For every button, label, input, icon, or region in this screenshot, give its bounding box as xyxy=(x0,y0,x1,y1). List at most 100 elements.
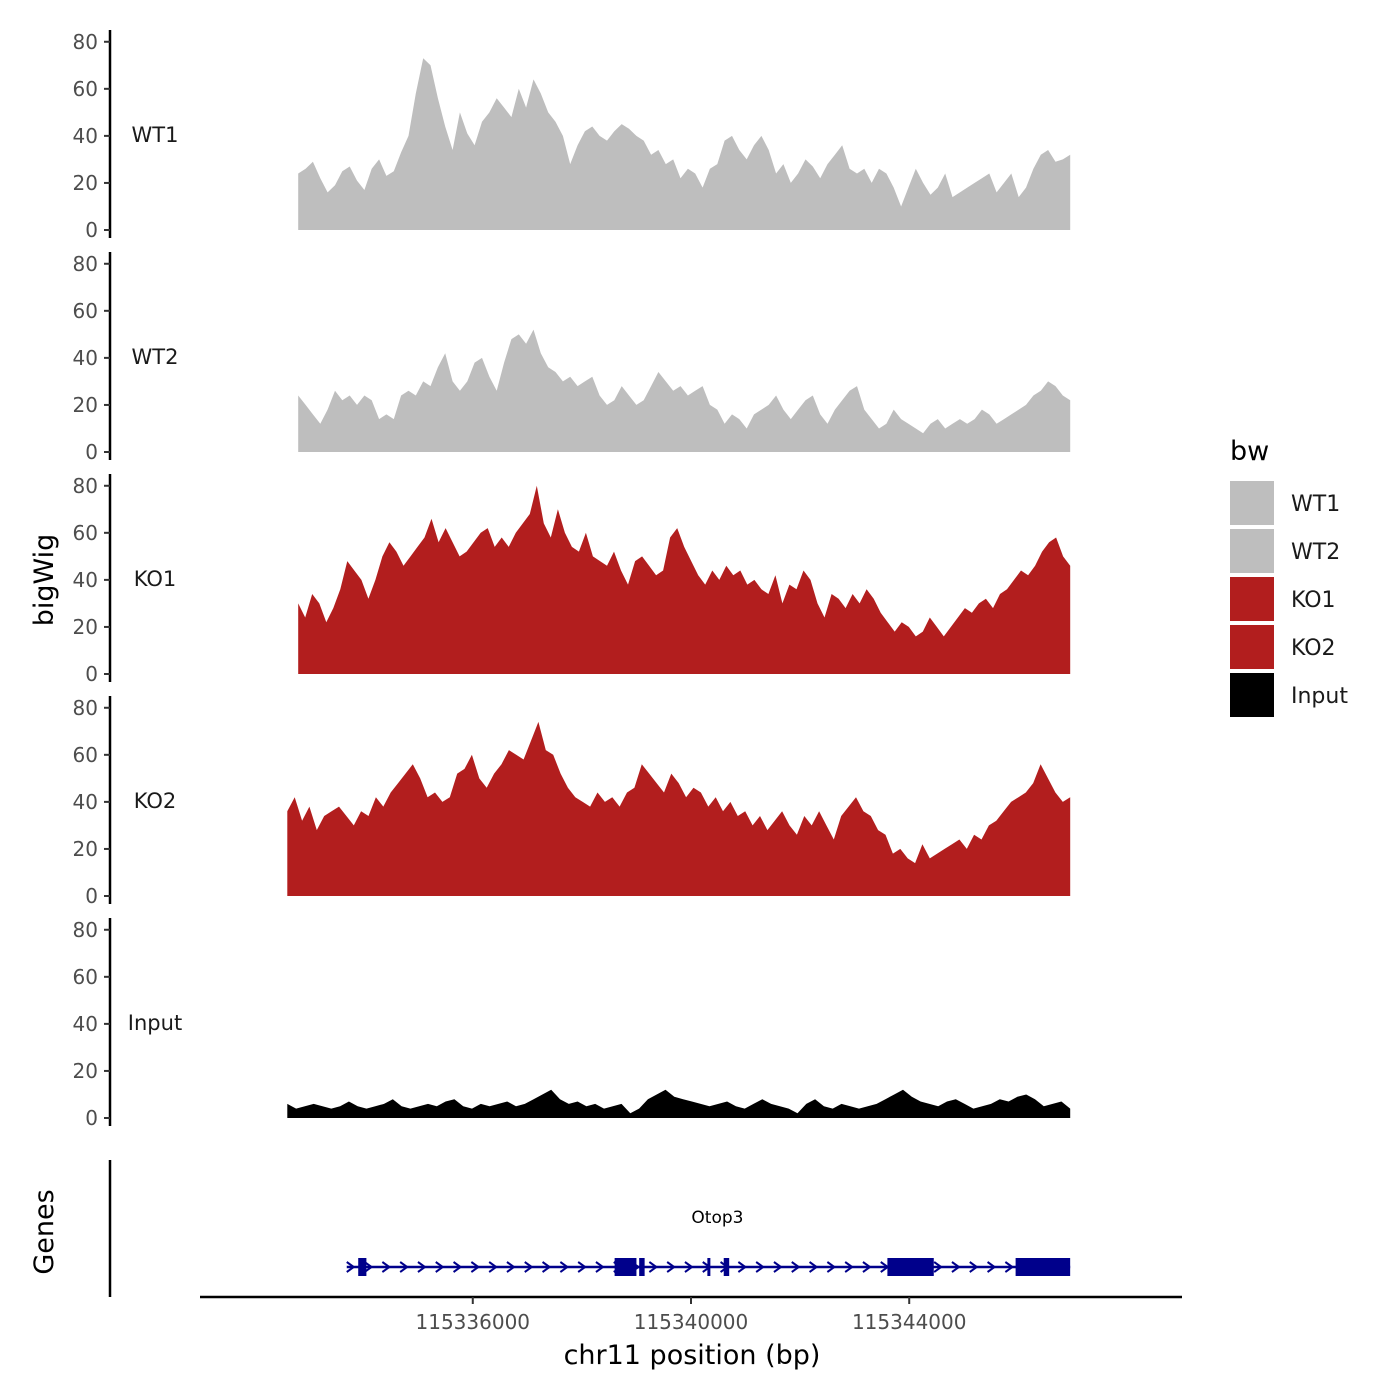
y-tick-label: 0 xyxy=(85,1106,98,1130)
gene-exon xyxy=(887,1258,934,1276)
gene-exon xyxy=(707,1258,711,1276)
track-label: WT2 xyxy=(132,345,179,369)
legend-label: Input xyxy=(1291,684,1348,709)
strand-arrow xyxy=(951,1261,961,1273)
legend-key-ko1 xyxy=(1230,577,1274,621)
x-tick-label: 115340000 xyxy=(634,1310,749,1334)
strand-arrow xyxy=(346,1261,356,1273)
y-tick-label: 20 xyxy=(73,615,98,639)
y-tick-label: 0 xyxy=(85,884,98,908)
x-tick-label: 115336000 xyxy=(416,1310,531,1334)
strand-arrow xyxy=(541,1261,552,1273)
strand-arrow xyxy=(1004,1261,1015,1273)
x-axis: 115336000 115340000 115344000 xyxy=(200,1295,1182,1334)
strand-arrow xyxy=(755,1261,765,1273)
track-panel-wt1: 0 20 40 60 80 WT1 xyxy=(73,30,1071,242)
y-tick-label: 80 xyxy=(73,30,98,54)
genes-panel: Otop3 xyxy=(108,1160,1071,1297)
y-tick-label: 60 xyxy=(73,77,98,101)
track-panel-ko2: 0 20 40 60 80 KO2 xyxy=(73,696,1071,908)
x-axis-title: chr11 position (bp) xyxy=(564,1340,821,1371)
y-tick-label: 80 xyxy=(73,252,98,276)
track-panel-input: 0 20 40 60 80 Input xyxy=(73,918,1071,1130)
legend-key-input xyxy=(1230,673,1274,717)
strand-arrow xyxy=(808,1261,819,1273)
strand-arrow xyxy=(648,1261,659,1273)
strand-arrow xyxy=(862,1261,872,1273)
coverage-area-ko2 xyxy=(287,721,1071,896)
coverage-area-input xyxy=(287,1089,1071,1118)
gene-exon xyxy=(358,1258,367,1276)
strand-arrow xyxy=(399,1261,409,1273)
legend: bw WT1 WT2 KO1 KO2 Input xyxy=(1230,436,1348,717)
y-tick-label: 60 xyxy=(73,965,98,989)
strand-arrow xyxy=(666,1261,676,1273)
y-tick-label: 60 xyxy=(73,521,98,545)
strand-arrow xyxy=(559,1261,570,1273)
strand-arrow xyxy=(773,1261,783,1273)
strand-arrow xyxy=(506,1261,516,1273)
y-tick-label: 0 xyxy=(85,662,98,686)
strand-arrow xyxy=(417,1261,427,1273)
track-panel-wt2: 0 20 40 60 80 WT2 xyxy=(73,252,1071,464)
coverage-area-wt1 xyxy=(298,58,1071,231)
strand-arrow xyxy=(470,1261,481,1273)
strand-arrow xyxy=(452,1261,463,1273)
y-tick-label: 40 xyxy=(73,790,98,814)
legend-label: KO1 xyxy=(1291,588,1336,613)
coverage-area-ko1 xyxy=(298,485,1071,674)
strand-arrow xyxy=(595,1261,605,1273)
strand-arrow xyxy=(524,1261,534,1273)
legend-title: bw xyxy=(1230,436,1269,467)
y-tick-label: 0 xyxy=(85,440,98,464)
legend-label: KO2 xyxy=(1291,636,1336,661)
gene-exon xyxy=(639,1258,645,1276)
strand-arrow xyxy=(844,1261,854,1273)
y-tick-label: 40 xyxy=(73,1012,98,1036)
y-tick-label: 20 xyxy=(73,837,98,861)
legend-label: WT1 xyxy=(1291,492,1340,517)
gene-exon xyxy=(723,1258,730,1276)
y-tick-label: 80 xyxy=(73,474,98,498)
track-panels: 0 20 40 60 80 WT1 0 20 40 60 80 WT2 0 20 40 60 80 KO1 0 20 4… xyxy=(73,30,1071,1130)
strand-arrow xyxy=(684,1261,694,1273)
gene-exon xyxy=(1015,1258,1071,1276)
y-tick-label: 40 xyxy=(73,124,98,148)
track-label: WT1 xyxy=(132,123,179,147)
y-tick-label: 80 xyxy=(73,918,98,942)
strand-arrow xyxy=(435,1261,445,1273)
legend-label: WT2 xyxy=(1291,540,1340,565)
track-label: KO2 xyxy=(134,789,177,813)
legend-key-wt1 xyxy=(1230,481,1274,525)
strand-arrow xyxy=(363,1261,374,1273)
gene-otop3: Otop3 xyxy=(346,1208,1071,1276)
genes-axis-title: Genes xyxy=(29,1189,60,1274)
y-tick-label: 20 xyxy=(73,171,98,195)
y-tick-label: 60 xyxy=(73,299,98,323)
x-tick-label: 115344000 xyxy=(852,1310,967,1334)
y-tick-label: 40 xyxy=(73,568,98,592)
legend-key-wt2 xyxy=(1230,529,1274,573)
strand-arrow xyxy=(969,1261,979,1273)
y-tick-label: 0 xyxy=(85,218,98,242)
strand-arrow xyxy=(488,1261,498,1273)
track-panel-ko1: 0 20 40 60 80 KO1 xyxy=(73,474,1071,686)
y-axis-title: bigWig xyxy=(29,534,60,627)
y-tick-label: 80 xyxy=(73,696,98,720)
track-label: KO1 xyxy=(134,567,177,591)
strand-arrow xyxy=(826,1261,837,1273)
legend-key-ko2 xyxy=(1230,625,1274,669)
coverage-area-wt2 xyxy=(298,329,1071,452)
strand-arrow xyxy=(381,1261,392,1273)
y-tick-label: 40 xyxy=(73,346,98,370)
y-tick-label: 20 xyxy=(73,393,98,417)
strand-arrow xyxy=(933,1261,943,1273)
track-label: Input xyxy=(128,1011,182,1035)
y-tick-label: 20 xyxy=(73,1059,98,1083)
gene-exon xyxy=(614,1258,637,1276)
strand-arrow xyxy=(737,1261,748,1273)
strand-arrow xyxy=(791,1261,801,1273)
y-tick-label: 60 xyxy=(73,743,98,767)
strand-arrow xyxy=(986,1261,997,1273)
